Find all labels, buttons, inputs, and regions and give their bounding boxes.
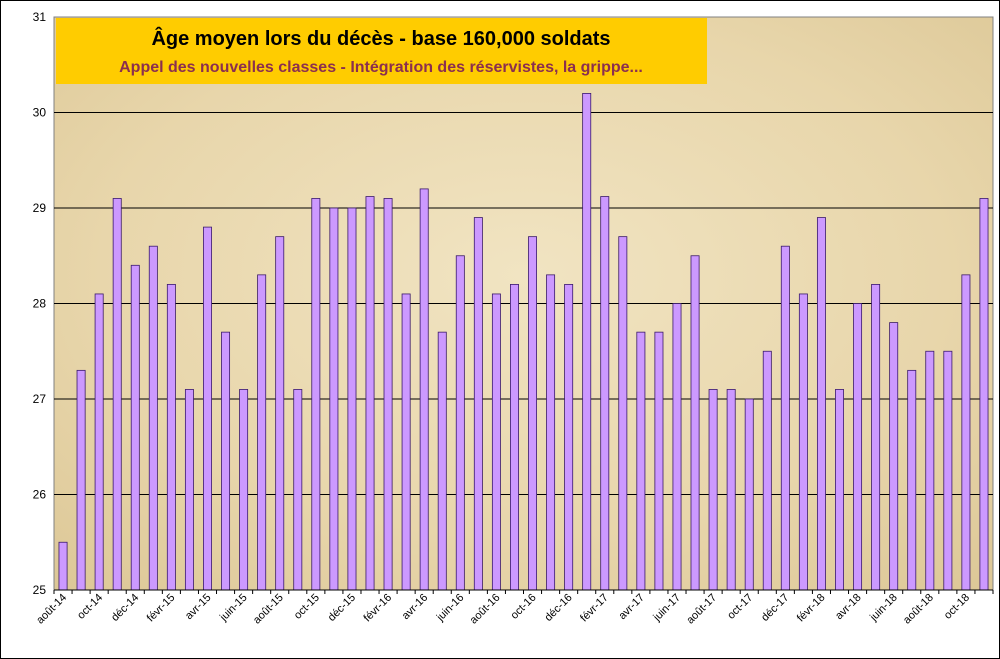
bar [58,541,68,591]
bar [528,236,537,591]
bar [618,236,628,591]
bar [979,198,989,591]
bar [744,398,754,591]
y-tick-label: 26 [33,488,47,502]
bar [383,198,393,591]
bar [365,196,375,591]
bar [419,188,429,591]
bar [347,207,357,591]
bar [853,303,863,591]
bar [112,198,122,591]
y-tick-label: 27 [33,392,47,406]
bar [510,283,519,591]
bar [546,274,556,591]
bar [311,198,321,591]
bar [672,303,682,591]
bar [275,236,285,591]
bar [239,389,249,591]
y-tick-label: 29 [33,201,47,215]
bar [221,331,231,591]
bar [184,389,194,591]
bar [582,93,592,591]
bar [257,274,267,591]
bar [329,207,339,591]
bar [654,331,664,591]
bar [690,255,700,591]
bar [780,245,790,591]
bar [871,283,881,591]
bar [961,274,971,591]
bar [907,369,917,591]
bar [925,350,935,591]
title-box [56,18,707,84]
bar [943,350,953,591]
bar [203,226,212,591]
bar [726,389,736,591]
bar [816,217,826,591]
bar [889,322,899,591]
chart-title: Âge moyen lors du décès - base 160,000 s… [151,26,610,50]
bar [437,331,447,591]
bar [762,350,772,591]
bar [798,293,808,591]
y-tick-label: 28 [33,297,47,311]
bar [708,389,718,591]
bar [76,369,86,591]
bar [166,283,176,591]
y-tick-label: 25 [33,583,47,597]
y-tick-label: 30 [33,106,47,120]
bar [130,264,140,591]
bar [293,389,303,591]
bar [636,331,646,591]
bars [58,93,989,591]
bar [401,293,411,591]
bar [600,196,610,591]
bar [473,217,483,591]
y-axis-ticks: 25 26 27 28 29 30 31 [33,10,47,597]
bar [148,245,158,591]
bar [491,293,501,591]
bar [564,283,574,591]
bar [94,293,104,591]
chart-subtitle: Appel des nouvelles classes - Intégratio… [119,59,643,76]
bar [835,389,844,591]
y-tick-label: 31 [33,10,47,24]
bar [455,255,465,591]
